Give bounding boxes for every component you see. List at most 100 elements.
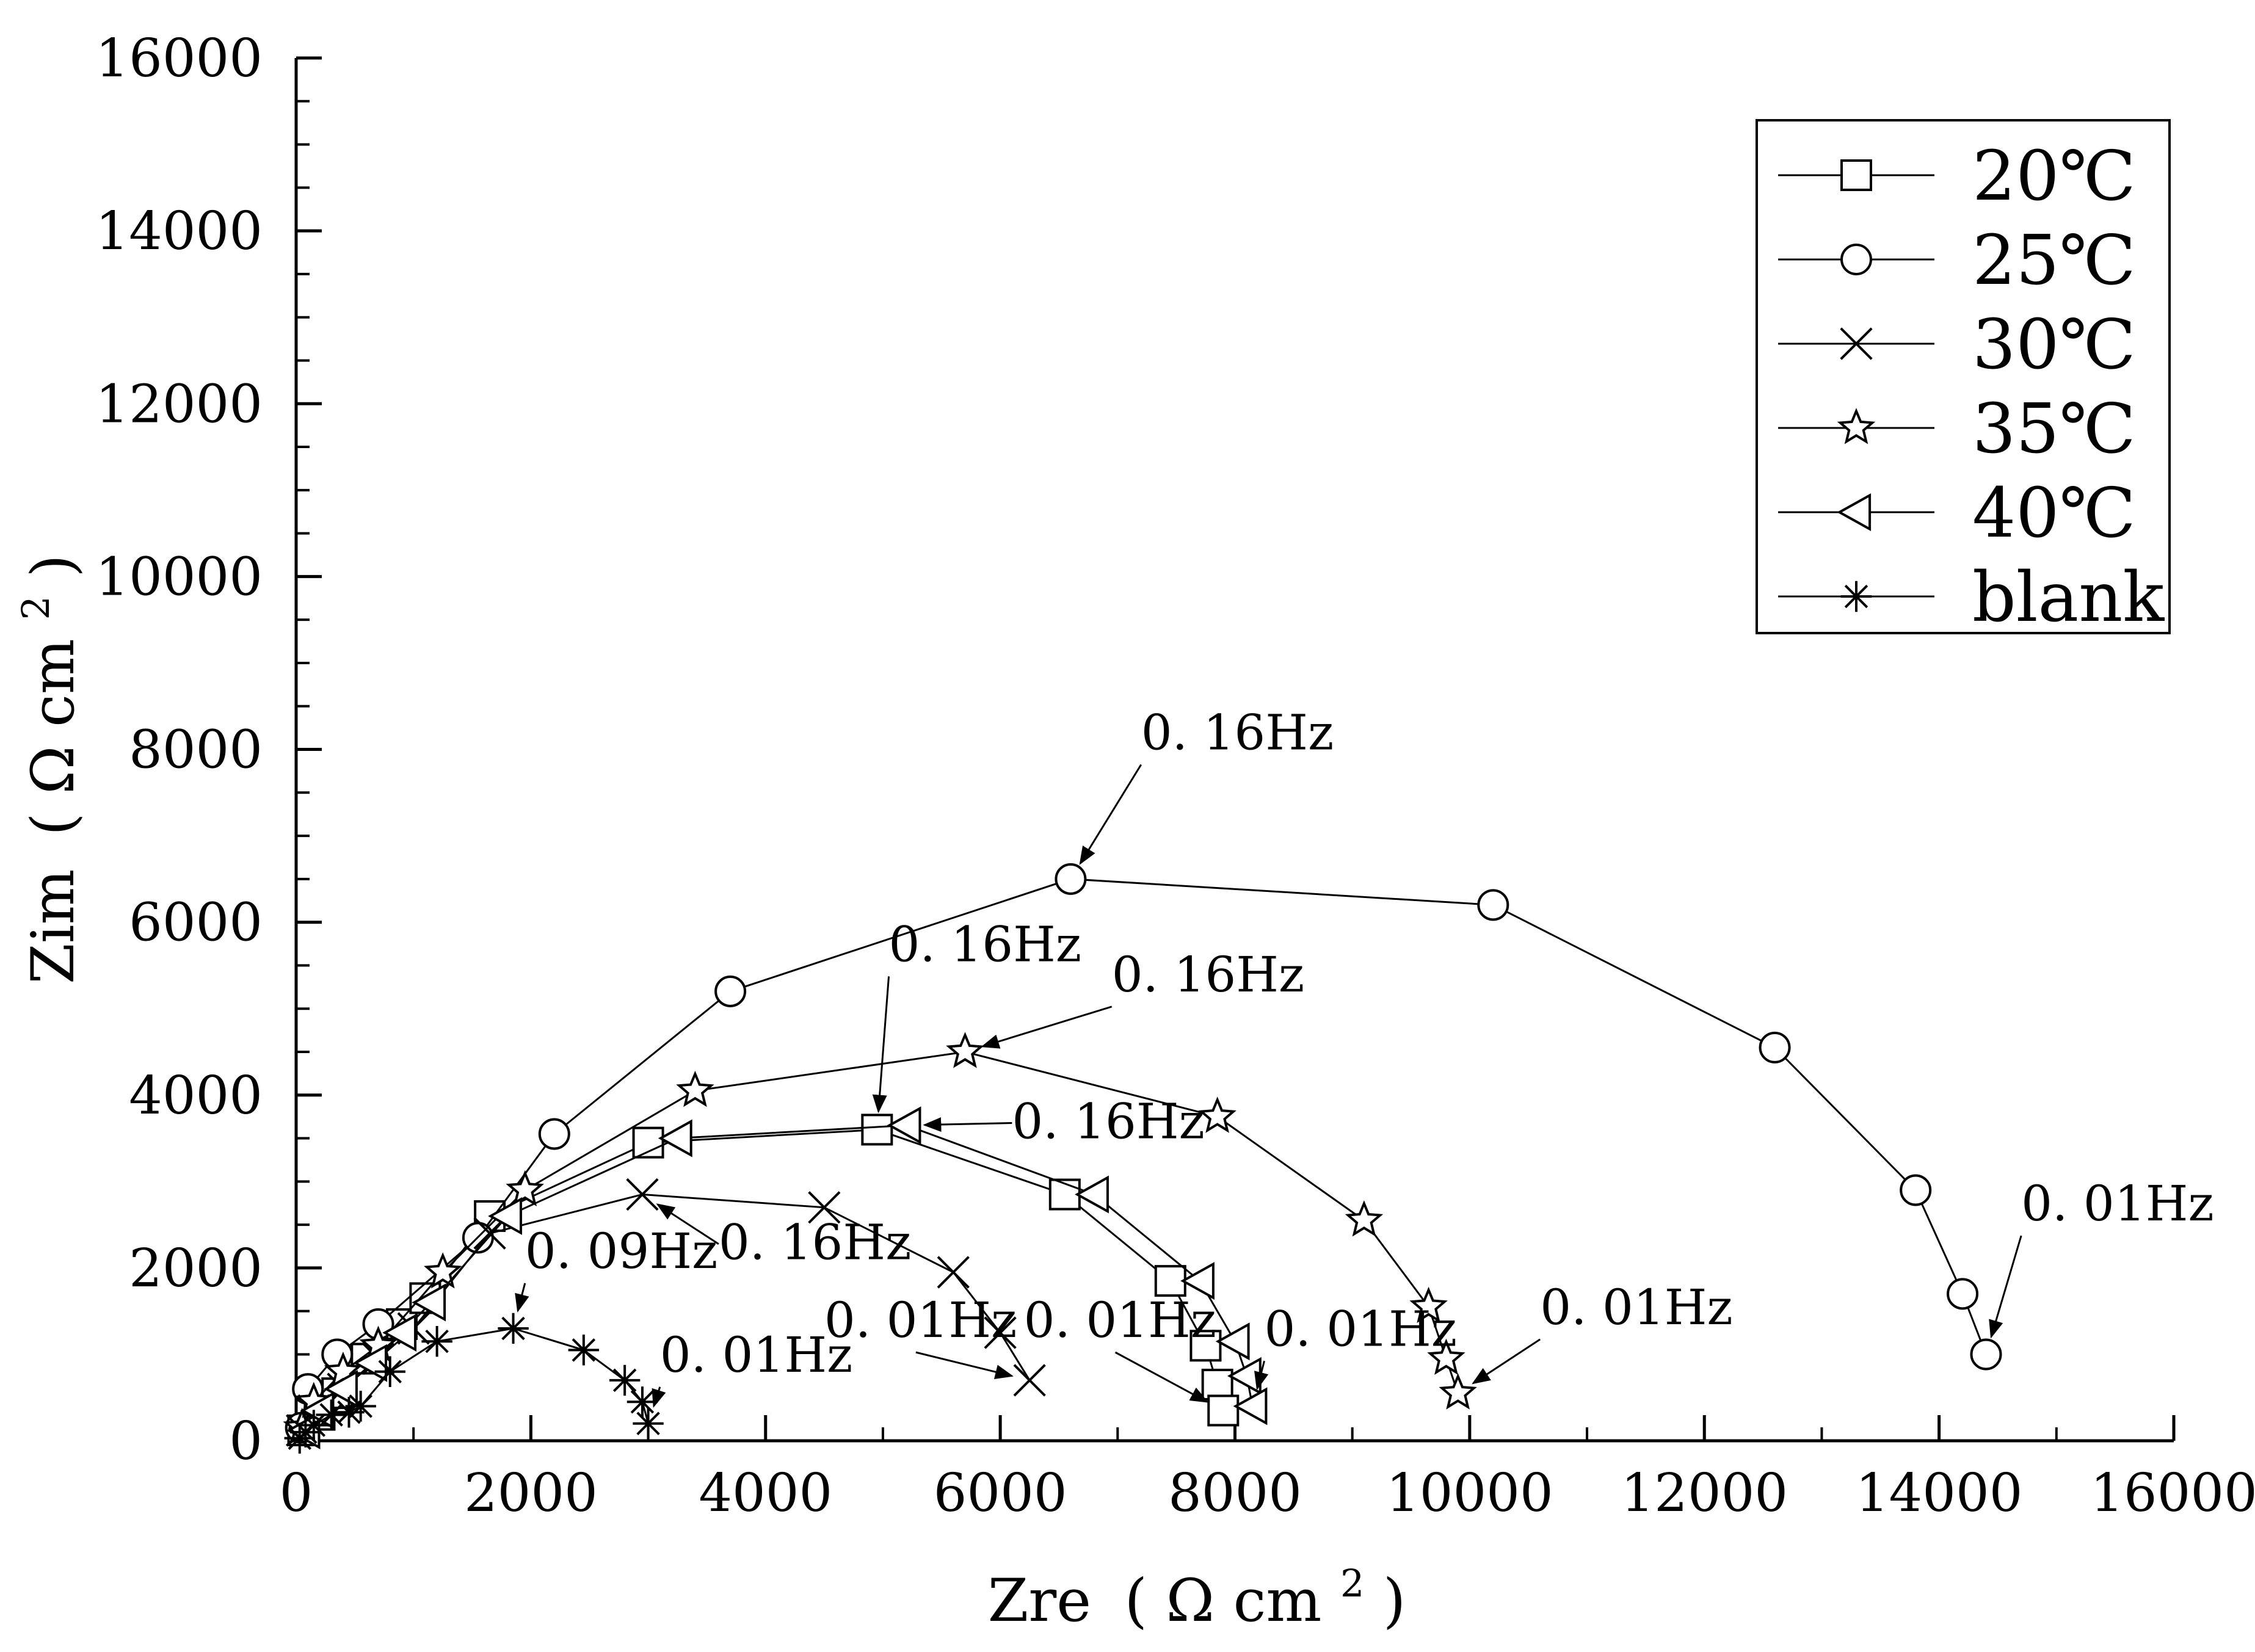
annotation: 0. 01Hz	[1472, 1279, 1733, 1385]
legend-label: 25℃	[1972, 221, 2136, 300]
marker-triangle-left	[1075, 1175, 1109, 1214]
y-axis-unit: Ω cm	[19, 639, 87, 794]
annotation-label: 0. 16Hz	[1012, 1093, 1204, 1150]
marker-circle	[1947, 1278, 1979, 1310]
marker-asterisk	[626, 1386, 658, 1418]
annotation-label: 0. 16Hz	[1141, 705, 1334, 761]
x-tick-label: 16000	[2090, 1463, 2255, 1524]
annotation: 0. 01Hz	[824, 1292, 1017, 1379]
x-tick-label: 6000	[934, 1463, 1067, 1524]
y-tick-label: 6000	[129, 893, 263, 954]
marker-star	[424, 1252, 462, 1289]
legend-entry: 25℃	[1778, 221, 2136, 300]
annotation-arrow	[1114, 1351, 1209, 1403]
series-asterisk	[284, 1313, 664, 1454]
marker-star	[676, 1070, 714, 1107]
y-tick-label: 0	[229, 1411, 263, 1472]
marker-star	[506, 1170, 544, 1207]
annotation: 0. 01Hz	[652, 1327, 852, 1408]
marker-star	[1409, 1286, 1448, 1324]
annotation: 0. 16Hz	[923, 1093, 1205, 1150]
marker-asterisk	[316, 1399, 347, 1430]
marker-triangle-left	[382, 1314, 417, 1352]
marker-asterisk	[374, 1356, 405, 1387]
marker-x	[1840, 327, 1873, 360]
series-square	[287, 1114, 1240, 1447]
annotation: 0. 09Hz	[515, 1223, 717, 1313]
marker-circle	[1840, 244, 1872, 275]
marker-asterisk	[568, 1335, 600, 1366]
x-tick-label: 8000	[1168, 1463, 1302, 1524]
marker-asterisk	[333, 1397, 365, 1428]
legend-label: 35℃	[1972, 389, 2136, 469]
y-tick-label: 10000	[95, 546, 263, 607]
annotation-arrow	[515, 1283, 529, 1313]
x-tick-label: 4000	[699, 1463, 832, 1524]
annotation-label: 0. 01Hz	[1265, 1300, 1457, 1357]
legend-label: 30℃	[1972, 305, 2136, 385]
marker-triangle-left	[1227, 1357, 1262, 1395]
annotation-label: 0. 01Hz	[1540, 1279, 1732, 1336]
marker-circle	[1759, 1031, 1791, 1063]
marker-star	[1439, 1373, 1477, 1410]
annotation-label: 0. 01Hz	[824, 1292, 1017, 1349]
annotation: 0. 16Hz	[656, 1203, 911, 1271]
marker-circle	[1900, 1174, 1932, 1206]
annotation-arrow	[981, 1005, 1113, 1049]
marker-triangle-left	[658, 1119, 692, 1157]
annotation-arrow	[923, 1117, 1012, 1132]
marker-triangle-left	[1215, 1322, 1250, 1361]
y-tick-label: 2000	[129, 1238, 263, 1299]
marker-star	[946, 1032, 984, 1068]
annotation-label: 0. 16Hz	[719, 1214, 911, 1271]
legend-entry: blank	[1778, 558, 2165, 637]
plot-series	[283, 863, 2002, 1454]
x-tick-label: 12000	[1621, 1463, 1788, 1524]
annotation-arrow	[656, 1203, 719, 1245]
x-axis-unit: Ω cm	[1166, 1567, 1322, 1635]
marker-triangle-left	[412, 1283, 446, 1322]
annotation-label: 0. 01Hz	[660, 1327, 852, 1383]
marker-circle	[538, 1118, 570, 1150]
marker-circle	[1055, 863, 1087, 895]
annotation-label: 0. 16Hz	[889, 916, 1081, 973]
marker-asterisk	[498, 1313, 529, 1344]
y-tick-label: 4000	[129, 1065, 263, 1126]
y-axis-title: Zim ( Ω cm 2 )	[0, 554, 87, 984]
marker-circle	[1477, 889, 1509, 921]
marker-triangle-left	[1180, 1262, 1215, 1300]
marker-square	[632, 1126, 664, 1159]
marker-x	[626, 1178, 659, 1211]
marker-triangle-left	[1837, 493, 1872, 531]
annotation-arrow	[1254, 1360, 1269, 1391]
y-axis-unit-power: 2	[13, 596, 58, 620]
annotation-arrow	[652, 1386, 666, 1408]
x-axis-ticks: 0 2000 4000 6000 8000 10000 12000 14000 16000	[280, 1415, 2255, 1524]
x-axis-title: Zre ( Ω cm 2 )	[988, 1542, 1406, 1635]
marker-star	[1427, 1338, 1465, 1375]
marker-star	[1837, 408, 1876, 444]
marker-star	[1198, 1096, 1236, 1133]
annotation: 0. 16Hz	[981, 946, 1304, 1049]
annotation-arrow	[872, 976, 890, 1114]
annotation-label: 0. 01Hz	[2021, 1175, 2213, 1232]
marker-square	[861, 1114, 893, 1146]
annotation-label: 0. 16Hz	[1112, 946, 1304, 1003]
legend-label: blank	[1972, 558, 2165, 637]
legend-entry: 35℃	[1778, 389, 2136, 469]
annotation: 0. 01Hz	[1254, 1300, 1457, 1391]
x-tick-label: 2000	[464, 1463, 598, 1524]
annotation-arrow	[915, 1351, 1014, 1379]
marker-circle	[714, 975, 747, 1007]
marker-x	[808, 1191, 841, 1224]
legend-entry: 40℃	[1778, 474, 2136, 553]
y-tick-label: 14000	[95, 201, 263, 262]
annotation: 0. 16Hz	[1079, 705, 1334, 865]
marker-square	[1154, 1265, 1186, 1297]
y-axis-label: Zim	[19, 869, 87, 984]
annotation: 0. 01Hz	[1024, 1292, 1216, 1403]
annotation-arrow	[1472, 1338, 1541, 1385]
marker-square	[1207, 1394, 1240, 1427]
y-axis-ticks: 0 2000 4000 6000 8000 10000 12000 14000 16000	[95, 28, 322, 1472]
